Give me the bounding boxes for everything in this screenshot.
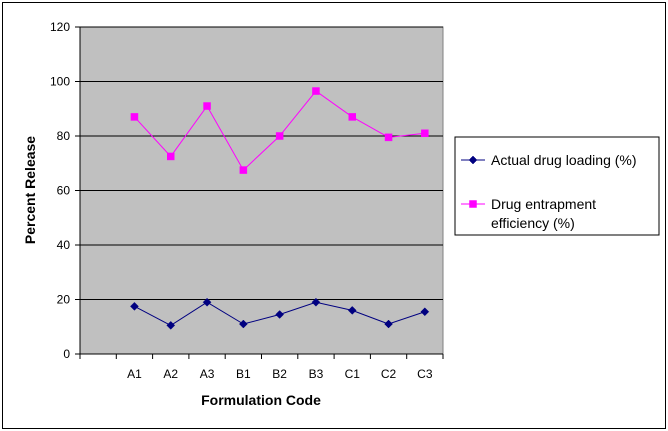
data-point-2-c2 (384, 133, 393, 142)
legend-marker-2 (469, 200, 477, 208)
y-axis-title: Percent Release (22, 136, 38, 244)
legend: Actual drug loading (%) Drug entrapment ef… (454, 136, 660, 236)
data-point-2-a2 (167, 152, 175, 161)
data-point-1-a2 (166, 321, 176, 330)
y-tick-label-20: 20 (57, 293, 71, 307)
data-point-1-b2 (275, 310, 285, 319)
x-tick-label-a3: A3 (200, 367, 215, 381)
x-tick-label-b2: B2 (272, 367, 287, 381)
data-point-2-c1 (348, 113, 356, 121)
data-point-1-b3 (311, 297, 321, 307)
legend-item-2: Drug entrapment efficiency (%) (461, 196, 596, 231)
legend-marker-1 (468, 155, 478, 165)
x-tick-labels: A1 A2 A3 B1 B2 B3 C1 C2 C3 (127, 367, 433, 381)
series-2 (130, 87, 429, 174)
y-tick-label-60: 60 (57, 184, 71, 198)
x-tick-label-c2: C2 (381, 367, 397, 381)
x-tick-label-b1: B1 (236, 367, 251, 381)
y-tick-label-100: 100 (50, 75, 70, 89)
data-point-1-a1 (130, 301, 139, 311)
data-point-2-b1 (239, 166, 248, 174)
legend-label-1-1: Actual drug loading (%) (491, 152, 637, 168)
y-tick-label-120: 120 (50, 20, 70, 34)
legend-label-2-1: Drug entrapment (491, 196, 596, 212)
axes (75, 26, 444, 359)
data-point-2-b2 (275, 132, 284, 140)
data-point-1-a3 (202, 297, 212, 307)
data-point-2-c3 (421, 129, 429, 138)
data-point-1-c1 (347, 306, 357, 315)
y-tick-label-80: 80 (57, 129, 71, 143)
gridlines (80, 26, 443, 300)
data-point-2-a1 (130, 113, 139, 121)
data-point-1-b1 (238, 319, 248, 329)
x-tick-label-c3: C3 (417, 367, 433, 381)
legend-box (454, 136, 660, 236)
y-tick-labels: 0 20 40 60 80 100 120 (50, 20, 70, 361)
y-tick-label-40: 40 (57, 238, 71, 252)
x-axis-title: Formulation Code (201, 392, 321, 408)
data-point-2-b3 (312, 87, 320, 95)
data-point-1-c2 (384, 319, 393, 329)
x-tick-label-c1: C1 (345, 367, 361, 381)
y-tick-label-0: 0 (63, 347, 70, 361)
data-point-2-a3 (203, 102, 211, 110)
series (130, 87, 430, 330)
legend-label-2-2: efficiency (%) (491, 215, 575, 231)
x-tick-label-a2: A2 (163, 367, 178, 381)
data-point-1-c3 (420, 307, 430, 317)
x-tick-label-b3: B3 (309, 367, 324, 381)
x-tick-label-a1: A1 (127, 367, 142, 381)
legend-item-1: Actual drug loading (%) (461, 152, 637, 168)
series-1 (130, 297, 430, 330)
